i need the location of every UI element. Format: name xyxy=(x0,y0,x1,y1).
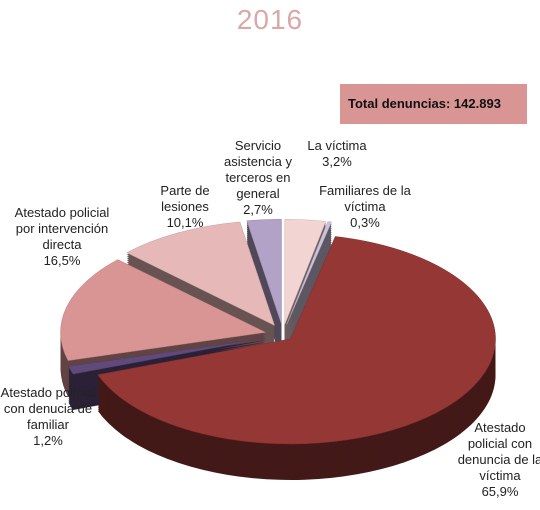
value-label: 16,5% xyxy=(43,253,81,268)
category-name: Familiares de la víctima xyxy=(319,183,411,214)
slice-group xyxy=(97,236,496,480)
slice-side xyxy=(286,243,332,347)
value-label: 10,1% xyxy=(166,215,204,230)
slice xyxy=(284,219,327,325)
slice-side xyxy=(286,223,332,327)
value-label: 1,2% xyxy=(33,433,63,448)
category-name: Atestado policial con denuncia de la víc… xyxy=(457,420,540,483)
slice-side xyxy=(286,231,332,335)
slice-label: Parte de lesiones 10,1% xyxy=(145,183,225,231)
chart-title: 2016 xyxy=(236,4,304,35)
slice-label: Atestado policial con denuncia de la víc… xyxy=(454,420,540,500)
value-label: 0,3% xyxy=(350,215,380,230)
slice-label: Familiares de la víctima 0,3% xyxy=(310,183,420,231)
slice xyxy=(126,221,275,326)
slice xyxy=(97,236,496,445)
slice xyxy=(286,221,332,325)
slice-label: Servicio asistencia y terceros en genera… xyxy=(213,138,303,218)
slice xyxy=(68,338,266,375)
category-name: Servicio asistencia y terceros en genera… xyxy=(224,138,292,201)
category-name: Parte de lesiones xyxy=(160,183,210,214)
category-name: Atestado policial por intervención direc… xyxy=(14,205,110,252)
value-label: 2,7% xyxy=(243,202,273,217)
slice-side xyxy=(286,235,332,339)
category-name: La víctima xyxy=(307,138,367,153)
slice-label: Atestado policial por intervención direc… xyxy=(7,205,117,269)
slice-side xyxy=(68,342,266,379)
value-label: 65,9% xyxy=(481,484,519,499)
slice xyxy=(246,218,282,325)
slice-side xyxy=(286,229,332,333)
category-name: Atestado policial con denucia de familia… xyxy=(0,385,96,432)
value-label: 3,2% xyxy=(322,154,352,169)
slice-label: La víctima 3,2% xyxy=(292,138,382,170)
slice-side xyxy=(286,241,332,345)
total-box: Total denuncias: 142.893 xyxy=(340,84,527,124)
slice-side xyxy=(286,227,332,331)
slice-label: Atestado policial con denucia de familia… xyxy=(0,385,98,449)
slice-side xyxy=(286,233,332,337)
slice xyxy=(60,259,267,361)
slice-side xyxy=(286,225,332,329)
slice-side xyxy=(286,237,332,341)
slice-side xyxy=(286,239,332,343)
slice-side xyxy=(68,340,266,377)
